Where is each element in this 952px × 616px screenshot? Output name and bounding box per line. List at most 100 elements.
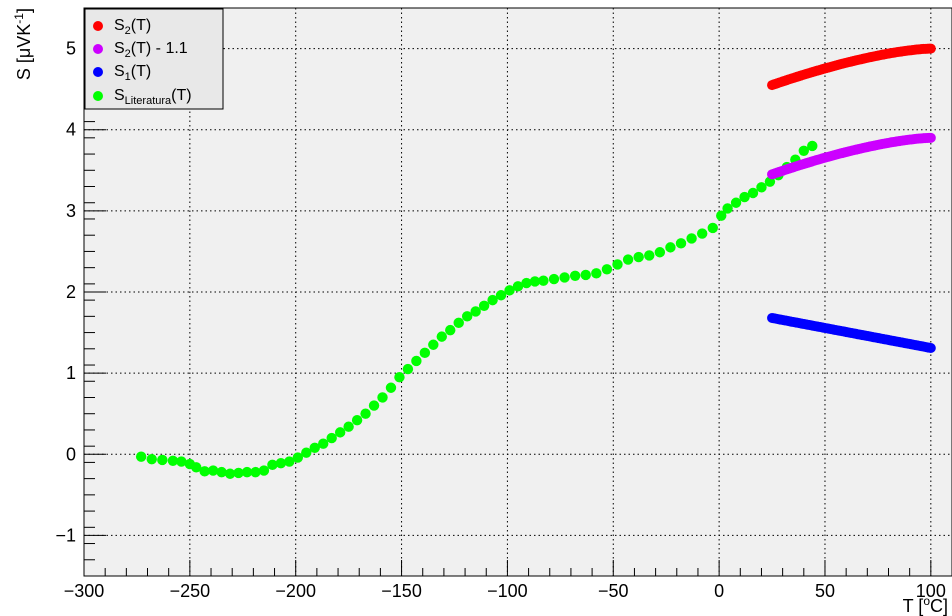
data-point <box>436 331 447 342</box>
data-point <box>453 317 464 329</box>
data-point <box>411 355 422 367</box>
axes: −300 −250 −200 −150 −100 −50 0 50 100 −1 0 1 2 3 4 5 <box>55 7 952 601</box>
series-2 <box>767 43 936 91</box>
series-literatura <box>135 140 818 479</box>
legend-label: SLiteratura(T) <box>114 87 192 107</box>
data-point <box>428 339 439 350</box>
data-point <box>461 311 473 322</box>
data-point <box>146 453 157 465</box>
data-point <box>675 238 687 249</box>
data-point <box>807 140 818 152</box>
series-2 <box>767 132 936 180</box>
legend-label: S2(T) <box>114 17 151 37</box>
data-point <box>284 456 295 467</box>
x-tick-label: −100 <box>487 581 528 601</box>
data-point <box>495 290 507 301</box>
data-point <box>445 324 456 336</box>
data-point <box>309 442 320 453</box>
data-point <box>925 342 936 353</box>
data-point <box>216 466 227 478</box>
x-tick-label: −200 <box>275 581 316 601</box>
data-point <box>548 273 560 285</box>
grid <box>84 8 952 576</box>
data-point <box>798 145 810 157</box>
series-1 <box>767 312 936 353</box>
data-point <box>326 432 337 444</box>
data-point <box>644 250 655 261</box>
data-point <box>633 251 644 263</box>
data-point <box>419 347 431 359</box>
x-tick-label: 0 <box>714 581 724 601</box>
data-point <box>199 466 210 477</box>
data-point <box>301 447 312 458</box>
x-tick-label: 100 <box>916 581 946 601</box>
data-point <box>591 268 602 279</box>
data-point <box>538 275 549 286</box>
data-point <box>654 247 666 258</box>
data-point <box>512 281 524 292</box>
data-point <box>665 242 676 253</box>
data-point <box>470 306 481 317</box>
data-point <box>739 191 750 203</box>
data-point <box>686 233 697 244</box>
data-point <box>258 465 270 476</box>
data-point <box>176 456 187 467</box>
y-tick-label: 4 <box>66 120 76 140</box>
legend-label: S2(T) - 1.1 <box>114 40 188 60</box>
data-point <box>487 294 498 306</box>
x-tick-label: −50 <box>598 581 629 601</box>
x-axis-title: T [oC] <box>903 594 948 616</box>
y-tick-label: 0 <box>66 444 76 464</box>
y-tick-label: 2 <box>66 282 76 302</box>
data-point <box>157 454 168 466</box>
data-point <box>343 421 354 432</box>
legend-marker <box>93 21 103 31</box>
y-axis-title: S [μVK-1] <box>12 8 34 80</box>
data-point <box>351 415 363 426</box>
data-point <box>756 182 767 193</box>
data-point <box>504 285 515 296</box>
y-tick-label: 5 <box>66 39 76 59</box>
data-point <box>334 427 346 438</box>
data-point <box>275 458 287 469</box>
data-point <box>368 400 380 411</box>
data-point <box>580 269 591 281</box>
data-point <box>241 466 253 478</box>
data-point <box>747 187 759 199</box>
data-point <box>191 462 202 473</box>
data-point <box>267 459 278 471</box>
legend-marker <box>93 91 103 101</box>
axis-labels: T [oC] S [μVK-1] <box>12 8 948 616</box>
data-point <box>292 452 304 463</box>
data-point <box>135 451 147 462</box>
data-points <box>135 43 936 479</box>
data-point <box>612 259 623 270</box>
data-point <box>622 254 634 265</box>
data-point <box>394 372 405 383</box>
data-point <box>385 382 397 393</box>
data-point <box>716 210 727 221</box>
y-tick-label: −1 <box>55 525 76 545</box>
y-tick-label: 3 <box>66 201 76 221</box>
data-point <box>529 276 541 287</box>
x-tick-label: −250 <box>170 581 211 601</box>
data-point <box>318 438 329 449</box>
data-point <box>233 467 244 479</box>
data-point <box>478 300 490 311</box>
data-point <box>224 468 236 479</box>
data-point <box>250 466 261 478</box>
y-tick-label: 1 <box>66 363 76 383</box>
data-point <box>377 392 388 403</box>
data-point <box>722 203 733 214</box>
legend-marker <box>93 44 103 54</box>
data-point <box>601 264 613 275</box>
x-tick-label: −150 <box>381 581 422 601</box>
data-point <box>207 465 219 476</box>
data-point <box>360 408 371 419</box>
legend: S2(T) S2(T) - 1.1 S1(T) SLiteratura(T) <box>84 8 224 110</box>
data-point <box>696 228 708 239</box>
data-point <box>167 455 179 466</box>
data-point <box>521 277 532 289</box>
data-point <box>402 363 414 375</box>
